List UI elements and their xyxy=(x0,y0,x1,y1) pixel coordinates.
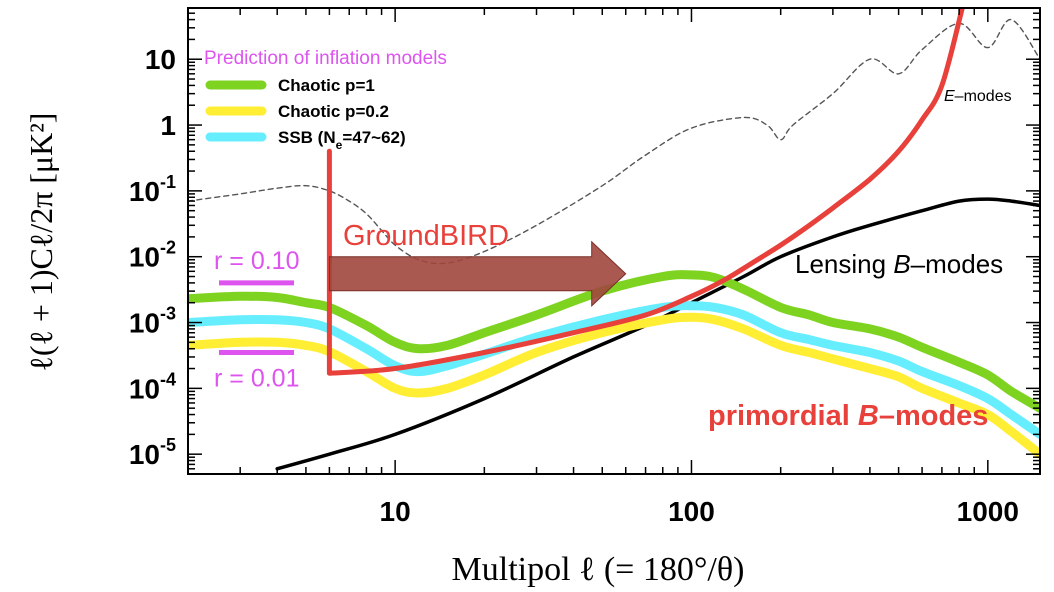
annotation-r001: r = 0.01 xyxy=(214,365,299,393)
x-tick-label: 100 xyxy=(668,496,715,527)
legend-label: Chaotic p=1 xyxy=(278,76,375,95)
y-tick-label: 10 xyxy=(145,44,176,75)
series-lensing-line xyxy=(275,197,1040,471)
legend-label: SSB (Ne=47~62) xyxy=(278,128,406,152)
x-axis-label: Multipol ℓ (= 180°/θ) xyxy=(452,551,745,588)
annotation-primordial: primordial B–modes xyxy=(708,400,988,432)
annotation-emodes: E–modes xyxy=(944,88,1012,105)
x-tick-label: 1000 xyxy=(957,496,1019,527)
legend-title: Prediction of inflation models xyxy=(204,48,447,69)
y-tick-label: 10-4 xyxy=(129,369,176,404)
series-p02-line xyxy=(188,312,1040,459)
series-emodes-line xyxy=(188,18,1040,265)
series-groundbird-line xyxy=(326,8,965,376)
groundbird-arrow xyxy=(328,240,627,307)
y-axis-label: ℓ(ℓ + 1)Cℓ/2π [μK²] xyxy=(23,113,59,372)
legend-label: Chaotic p=0.2 xyxy=(278,102,389,121)
series-p1-line xyxy=(188,270,1040,413)
x-tick-label: 10 xyxy=(380,496,411,527)
y-tick-label: 10-2 xyxy=(129,238,176,273)
y-tick-label: 10-3 xyxy=(129,304,176,339)
annotation-lensing: Lensing B–modes xyxy=(795,249,1003,279)
y-tick-label: 10-5 xyxy=(129,435,176,470)
annotation-groundbird: GroundBIRD xyxy=(343,220,509,252)
plot-frame xyxy=(187,7,1041,475)
y-tick-label: 10-1 xyxy=(129,172,176,207)
series-ssb-line xyxy=(188,301,1040,439)
y-tick-label: 1 xyxy=(160,110,176,141)
annotation-r010: r = 0.10 xyxy=(214,247,299,275)
